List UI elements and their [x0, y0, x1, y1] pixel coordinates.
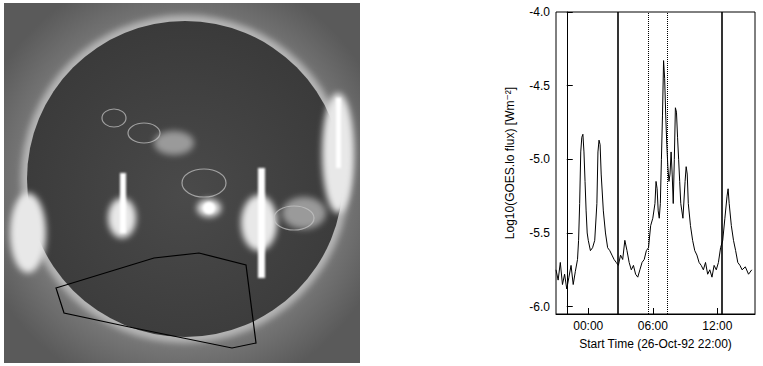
- svg-text:-5.5: -5.5: [529, 226, 550, 240]
- svg-text:00:00: 00:00: [573, 319, 603, 333]
- svg-text:-6.0: -6.0: [529, 300, 550, 314]
- svg-text:Log10(GOES.lo flux) [Wm⁻²]: Log10(GOES.lo flux) [Wm⁻²]: [503, 87, 517, 239]
- svg-text:06:00: 06:00: [638, 319, 668, 333]
- svg-text:-4.5: -4.5: [529, 79, 550, 93]
- svg-text:-5.0: -5.0: [529, 152, 550, 166]
- svg-text:-4.0: -4.0: [529, 5, 550, 19]
- svg-text:Start Time (26-Oct-92 22:00): Start Time (26-Oct-92 22:00): [579, 337, 732, 351]
- svg-text:12:00: 12:00: [702, 319, 732, 333]
